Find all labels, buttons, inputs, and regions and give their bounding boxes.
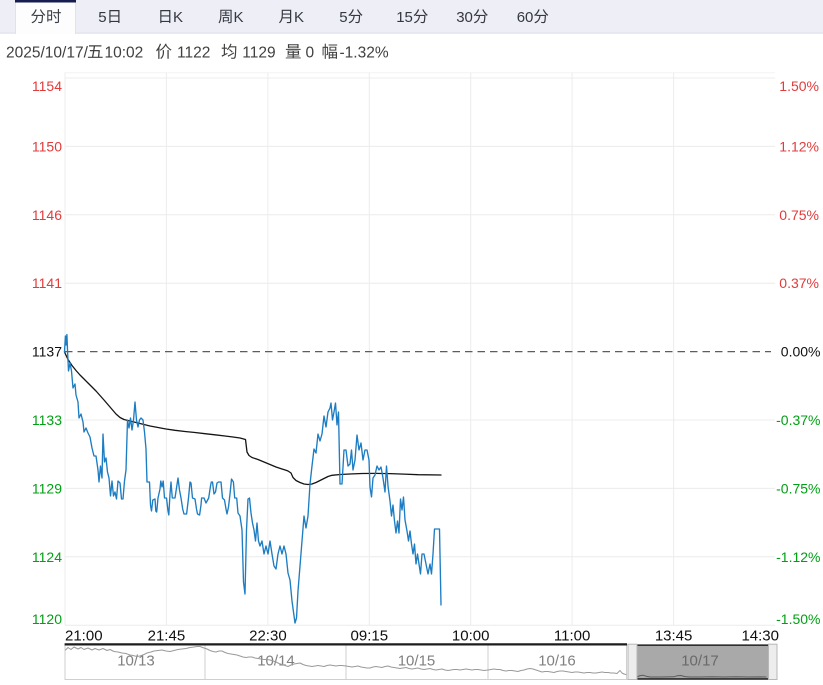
- svg-text:60: 60: [517, 9, 534, 26]
- svg-text:30: 30: [456, 9, 473, 26]
- svg-text:2025/10/17/: 2025/10/17/: [6, 45, 89, 62]
- svg-text:5: 5: [98, 9, 106, 26]
- svg-text:11:00: 11:00: [554, 628, 590, 645]
- svg-text:-1.32%: -1.32%: [340, 45, 389, 62]
- svg-text:K: K: [173, 9, 183, 26]
- svg-text:5: 5: [339, 9, 347, 26]
- svg-text:21:45: 21:45: [148, 628, 186, 645]
- svg-text:10/14: 10/14: [257, 653, 295, 670]
- svg-text:10/16: 10/16: [538, 653, 576, 670]
- svg-text:1129: 1129: [242, 45, 275, 62]
- svg-text:1124: 1124: [32, 549, 62, 565]
- svg-text:13:45: 13:45: [655, 628, 693, 645]
- svg-text:-0.37%: -0.37%: [776, 412, 820, 428]
- svg-text:1120: 1120: [32, 611, 62, 627]
- svg-text:10:00: 10:00: [452, 628, 490, 645]
- svg-text:K: K: [234, 9, 244, 26]
- svg-text:09:15: 09:15: [351, 628, 389, 645]
- svg-text:0: 0: [306, 45, 315, 62]
- svg-text:1154: 1154: [32, 78, 62, 94]
- svg-text:1146: 1146: [32, 207, 62, 223]
- svg-text:1129: 1129: [32, 480, 62, 496]
- svg-text:-0.75%: -0.75%: [776, 480, 820, 496]
- svg-text:14:30: 14:30: [741, 628, 779, 645]
- svg-text:-1.50%: -1.50%: [776, 611, 820, 627]
- svg-text:22:30: 22:30: [249, 628, 287, 645]
- svg-text:1122: 1122: [177, 45, 210, 62]
- svg-text:1150: 1150: [32, 138, 62, 154]
- svg-text:1133: 1133: [32, 412, 62, 428]
- svg-text:10:02: 10:02: [105, 45, 144, 62]
- svg-text:10/17: 10/17: [681, 653, 719, 670]
- svg-text:1.50%: 1.50%: [779, 78, 819, 94]
- svg-text:0.00%: 0.00%: [781, 344, 821, 360]
- svg-text:15: 15: [396, 9, 413, 26]
- svg-text:21:00: 21:00: [65, 628, 103, 645]
- svg-text:1137: 1137: [32, 344, 62, 360]
- svg-text:0.75%: 0.75%: [779, 207, 819, 223]
- svg-text:10/13: 10/13: [117, 653, 155, 670]
- svg-text:-1.12%: -1.12%: [776, 549, 820, 565]
- svg-text:10/15: 10/15: [398, 653, 436, 670]
- svg-text:1141: 1141: [32, 275, 62, 291]
- svg-text:K: K: [294, 9, 304, 26]
- svg-text:1.12%: 1.12%: [779, 138, 819, 154]
- svg-text:0.37%: 0.37%: [779, 275, 819, 291]
